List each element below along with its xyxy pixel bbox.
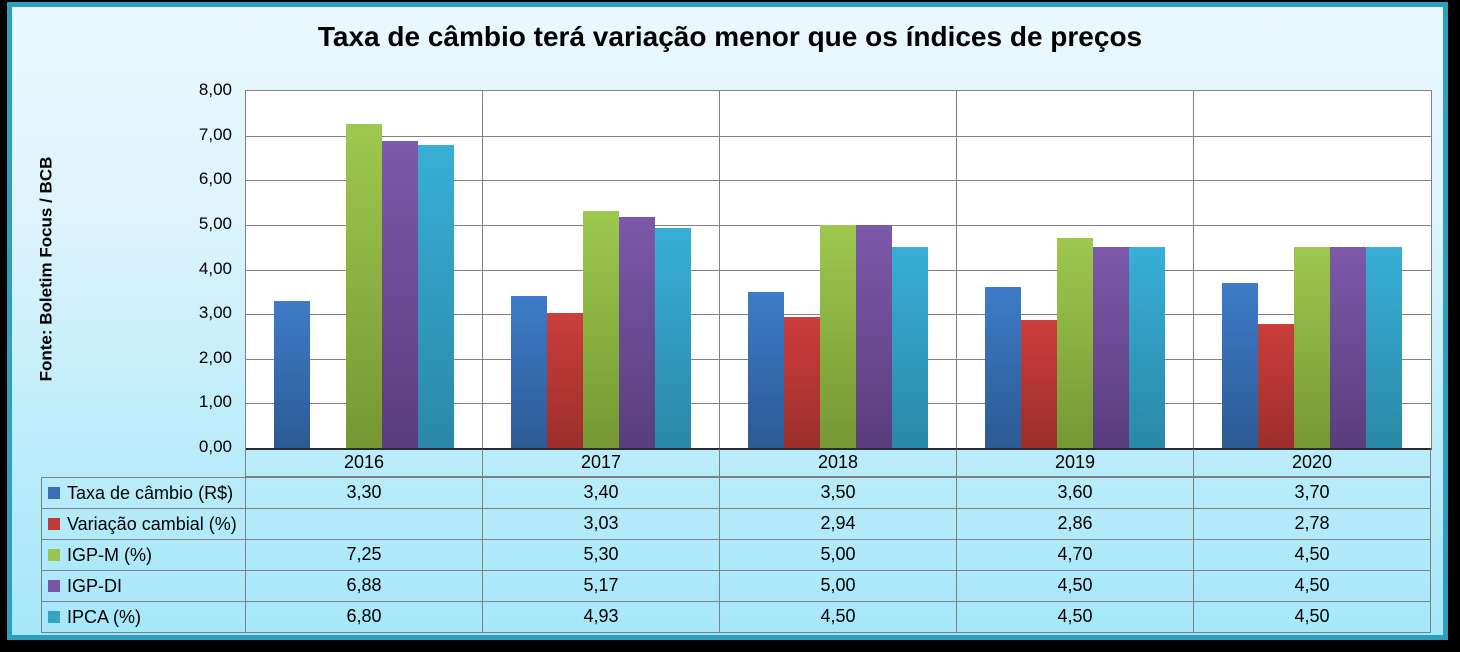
- table-value-cell: 4,50: [1194, 571, 1431, 602]
- table-value-cell: 4,50: [720, 602, 957, 633]
- category-label-2019: 2019: [957, 449, 1194, 477]
- source-label-wrap: Fonte: Boletim Focus / BCB: [28, 90, 64, 447]
- bar-igp-di-2016: [382, 141, 418, 448]
- table-value-cell: 3,40: [483, 478, 720, 509]
- table-value-cell: 4,93: [483, 602, 720, 633]
- bar-igp-di-2017: [619, 217, 655, 448]
- category-label-2018: 2018: [720, 449, 957, 477]
- category-panel-2018: [720, 91, 957, 448]
- series-label-cell: Variação cambial (%): [42, 509, 246, 540]
- table-value-cell: 4,50: [957, 571, 1194, 602]
- table-row: Taxa de câmbio (R$) 3,30 3,40 3,50 3,60 3,70: [42, 478, 1431, 509]
- bar-igp-di-2020: [1330, 247, 1366, 448]
- y-axis-tick-label: 8,00: [198, 80, 232, 99]
- series-name: IGP-DI: [67, 575, 123, 596]
- legend-swatch-icon: [48, 518, 60, 530]
- gridline: [246, 136, 1431, 137]
- bar-varia-o-cambial-2019: [1021, 320, 1057, 448]
- bar-ipca-2018: [892, 247, 928, 448]
- category-label-2017: 2017: [483, 449, 720, 477]
- table-value-cell: 6,88: [246, 571, 483, 602]
- series-label-cell: IGP-M (%): [42, 540, 246, 571]
- category-panel-2016: [246, 91, 483, 448]
- table-value-cell: 2,86: [957, 509, 1194, 540]
- bar-ipca-2016: [418, 145, 454, 448]
- table-value-cell: 2,94: [720, 509, 957, 540]
- bar-ipca-2019: [1129, 247, 1165, 448]
- category-label-2016: 2016: [246, 449, 483, 477]
- table-value-cell: 5,00: [720, 540, 957, 571]
- table-value-cell: 3,50: [720, 478, 957, 509]
- legend-swatch-icon: [48, 549, 60, 561]
- y-axis-tick-label: 0,00: [198, 437, 232, 456]
- table-value-cell: 3,30: [246, 478, 483, 509]
- bar-igp-di-2018: [856, 225, 892, 448]
- category-panel-2017: [483, 91, 720, 448]
- series-label-cell: Taxa de câmbio (R$): [42, 478, 246, 509]
- bar-igp-m-2018: [820, 225, 856, 448]
- series-name: Variação cambial (%): [67, 513, 237, 534]
- data-table: Taxa de câmbio (R$) 3,30 3,40 3,50 3,60 3,70 V…: [41, 477, 1431, 633]
- table-value-cell: 4,50: [957, 602, 1194, 633]
- y-axis-tick-label: 6,00: [198, 169, 232, 189]
- bar-igp-m-2016: [346, 124, 382, 448]
- legend-swatch-icon: [48, 580, 60, 592]
- y-axis-tick-label: 3,00: [198, 303, 232, 323]
- y-axis-tick-label: 2,00: [198, 347, 232, 367]
- table-value-cell: 3,60: [957, 478, 1194, 509]
- table-row: IGP-DI 6,88 5,17 5,00 4,50 4,50: [42, 571, 1431, 602]
- bar-taxa-de-c-mbio-r-2016: [274, 301, 310, 448]
- category-label-2020: 2020: [1194, 449, 1431, 477]
- legend-swatch-icon: [48, 487, 60, 499]
- bar-taxa-de-c-mbio-r-2020: [1222, 283, 1258, 448]
- bar-taxa-de-c-mbio-r-2019: [985, 287, 1021, 448]
- legend-swatch-icon: [48, 611, 60, 623]
- table-value-cell: 7,25: [246, 540, 483, 571]
- table-value-cell: 6,80: [246, 602, 483, 633]
- category-panel-2020: [1194, 91, 1431, 448]
- table-value-cell: 4,50: [1194, 602, 1431, 633]
- bar-taxa-de-c-mbio-r-2018: [748, 292, 784, 448]
- bar-ipca-2017: [655, 228, 691, 448]
- table-value-cell: [246, 509, 483, 540]
- table-value-cell: 5,17: [483, 571, 720, 602]
- series-name: IPCA (%): [67, 606, 142, 627]
- series-label-cell: IPCA (%): [42, 602, 246, 633]
- gridline: [246, 180, 1431, 181]
- bar-igp-di-2019: [1093, 247, 1129, 448]
- category-axis: 2016 2017 2018 2019 2020: [245, 449, 1431, 477]
- series-name: IGP-M (%): [67, 544, 152, 565]
- chart-title: Taxa de câmbio terá variação menor que o…: [317, 21, 1143, 52]
- y-axis-tick-label: 5,00: [198, 213, 232, 233]
- bar-varia-o-cambial-2018: [784, 317, 820, 448]
- bar-taxa-de-c-mbio-r-2017: [511, 296, 547, 448]
- table-value-cell: 3,70: [1194, 478, 1431, 509]
- bar-igp-m-2020: [1294, 247, 1330, 448]
- table-row: IPCA (%) 6,80 4,93 4,50 4,50 4,50: [42, 602, 1431, 633]
- bar-igp-m-2019: [1057, 238, 1093, 448]
- table-value-cell: 5,30: [483, 540, 720, 571]
- y-axis-tick-label: 7,00: [198, 124, 232, 144]
- y-axis-tick-label: 4,00: [198, 258, 232, 278]
- y-axis-tick-label: 1,00: [198, 392, 232, 412]
- table-value-cell: 5,00: [720, 571, 957, 602]
- source-label: Fonte: Boletim Focus / BCB: [36, 156, 55, 381]
- series-label-cell: IGP-DI: [42, 571, 246, 602]
- table-row: Variação cambial (%) 3,03 2,94 2,86 2,78: [42, 509, 1431, 540]
- bar-varia-o-cambial-2020: [1258, 324, 1294, 448]
- bar-igp-m-2017: [583, 211, 619, 448]
- category-panel-2019: [957, 91, 1194, 448]
- table-value-cell: 3,03: [483, 509, 720, 540]
- table-value-cell: 4,50: [1194, 540, 1431, 571]
- table-value-cell: 4,70: [957, 540, 1194, 571]
- bar-ipca-2020: [1366, 247, 1402, 448]
- bar-varia-o-cambial-2017: [547, 313, 583, 448]
- table-value-cell: 2,78: [1194, 509, 1431, 540]
- series-name: Taxa de câmbio (R$): [67, 482, 234, 503]
- table-row: IGP-M (%) 7,25 5,30 5,00 4,70 4,50: [42, 540, 1431, 571]
- plot-area: [245, 90, 1432, 450]
